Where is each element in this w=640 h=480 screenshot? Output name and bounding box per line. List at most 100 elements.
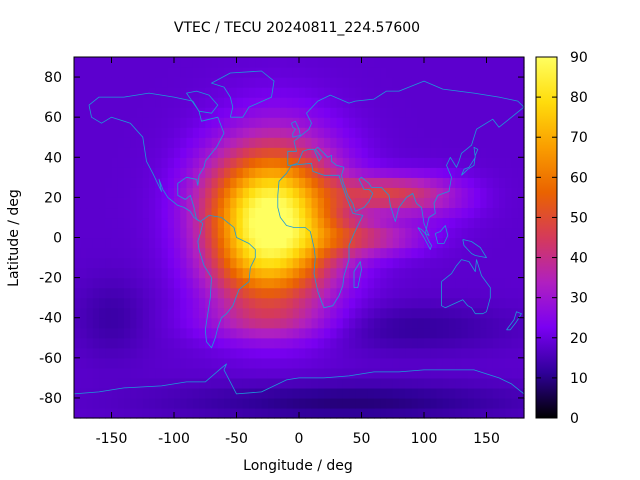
heatmap-cell (236, 87, 244, 98)
heatmap-cell (155, 337, 163, 349)
heatmap-cell (161, 127, 169, 138)
heatmap-cell (311, 167, 319, 178)
heatmap-cell (386, 277, 394, 289)
heatmap-cell (386, 357, 394, 369)
heatmap-cell (430, 247, 438, 259)
heatmap-cell (392, 257, 400, 269)
heatmap-cell (480, 217, 488, 229)
heatmap-cell (105, 347, 113, 359)
heatmap-cell (467, 127, 475, 138)
heatmap-cell (424, 377, 431, 389)
heatmap-cell (436, 287, 444, 299)
heatmap-cell (392, 217, 400, 229)
heatmap-cell (405, 267, 413, 279)
heatmap-cell (424, 367, 431, 379)
heatmap-cell (436, 397, 444, 409)
heatmap-cell (111, 207, 119, 219)
heatmap-cell (336, 157, 344, 168)
y-tick-label: -20 (39, 271, 62, 287)
heatmap-cell (405, 347, 413, 359)
heatmap-cell (392, 287, 400, 299)
heatmap-cell (430, 217, 438, 229)
heatmap-cell (361, 167, 369, 178)
heatmap-cell (74, 327, 81, 339)
heatmap-cell (517, 137, 525, 148)
heatmap-cell (292, 377, 300, 389)
heatmap-cell (224, 57, 231, 68)
heatmap-cell (474, 347, 481, 359)
heatmap-cell (392, 57, 400, 68)
heatmap-cell (99, 397, 106, 409)
heatmap-cell (399, 307, 406, 319)
heatmap-cell (330, 327, 338, 339)
heatmap-cell (411, 157, 419, 168)
heatmap-cell (92, 67, 100, 78)
heatmap-cell (205, 167, 213, 178)
heatmap-cell (142, 147, 150, 158)
heatmap-cell (186, 327, 194, 339)
heatmap-cell (130, 397, 138, 409)
heatmap-cell (236, 277, 244, 289)
heatmap-cell (205, 277, 213, 289)
heatmap-cell (292, 247, 300, 259)
heatmap-cell (424, 307, 431, 319)
heatmap-cell (242, 287, 250, 299)
heatmap-cell (255, 197, 263, 209)
heatmap-cell (355, 67, 363, 78)
heatmap-cell (449, 97, 456, 108)
heatmap-cell (124, 367, 131, 379)
heatmap-cell (111, 197, 119, 209)
heatmap-cell (205, 137, 213, 148)
heatmap-cell (449, 87, 456, 98)
heatmap-cell (255, 117, 263, 128)
heatmap-cell (155, 87, 163, 98)
heatmap-cell (517, 67, 525, 78)
heatmap-cell (480, 257, 488, 269)
heatmap-cell (449, 307, 456, 319)
heatmap-cell (155, 127, 163, 138)
heatmap-cell (299, 187, 306, 198)
heatmap-cell (267, 237, 275, 249)
heatmap-cell (130, 347, 138, 359)
heatmap-cell (430, 187, 438, 198)
heatmap-cell (111, 257, 119, 269)
heatmap-cell (505, 167, 513, 178)
heatmap-cell (317, 267, 325, 279)
heatmap-cell (161, 307, 169, 319)
heatmap-cell (211, 377, 219, 389)
heatmap-cell (430, 177, 438, 188)
heatmap-cell (280, 217, 288, 229)
heatmap-cell (361, 97, 369, 108)
heatmap-cell (342, 227, 350, 239)
heatmap-cell (230, 227, 238, 239)
heatmap-cell (399, 287, 406, 299)
heatmap-cell (224, 67, 231, 78)
heatmap-cell (167, 397, 175, 409)
heatmap-cell (286, 337, 294, 349)
heatmap-cell (192, 407, 200, 419)
heatmap-cell (336, 97, 344, 108)
heatmap-cell (111, 337, 119, 349)
heatmap-cell (424, 327, 431, 339)
heatmap-cell (361, 107, 369, 118)
heatmap-cell (180, 297, 188, 309)
heatmap-cell (255, 147, 263, 158)
heatmap-cell (192, 117, 200, 128)
heatmap-cell (217, 207, 225, 219)
heatmap-cell (280, 57, 288, 68)
heatmap-cell (224, 257, 231, 269)
heatmap-cell (392, 167, 400, 178)
heatmap-cell (280, 307, 288, 319)
heatmap-cell (367, 227, 375, 239)
heatmap-cell (274, 317, 281, 329)
heatmap-cell (392, 267, 400, 279)
heatmap-cell (92, 177, 100, 188)
heatmap-cell (99, 177, 106, 188)
heatmap-cell (280, 237, 288, 249)
heatmap-cell (92, 97, 100, 108)
heatmap-cell (305, 267, 313, 279)
heatmap-cell (99, 197, 106, 209)
heatmap-cell (111, 287, 119, 299)
heatmap-cell (167, 67, 175, 78)
heatmap-cell (80, 347, 88, 359)
